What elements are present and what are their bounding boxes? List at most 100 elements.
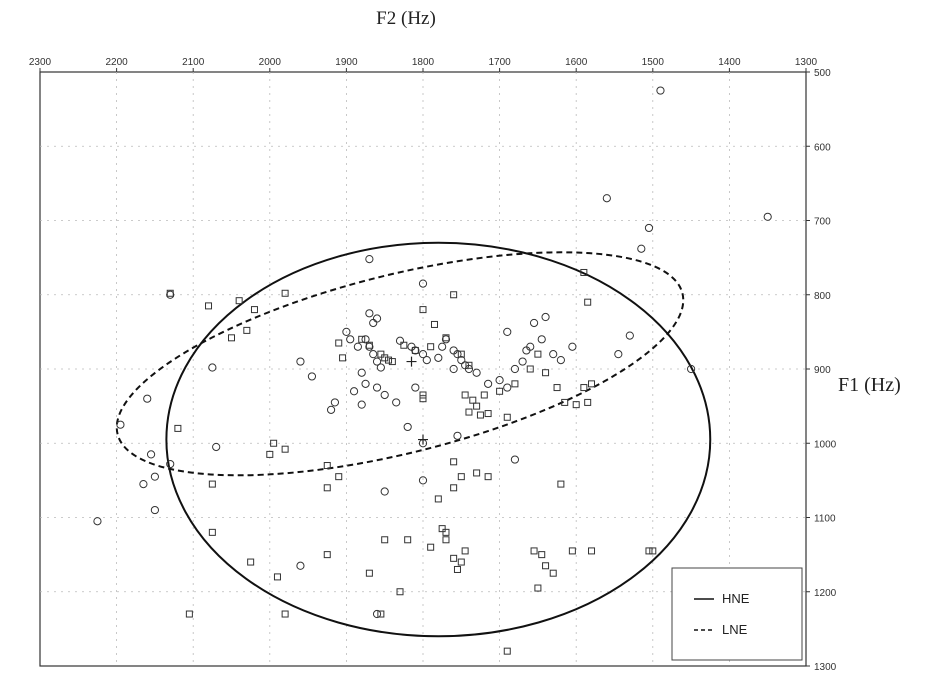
point-hne [323,484,331,492]
point-lne [418,279,428,288]
point-hne [469,396,477,404]
ellipse-lne [115,251,685,477]
point-lne [418,476,428,485]
point-hne [419,306,427,314]
point-hne [228,334,235,342]
point-lne [93,517,102,526]
point-lne [453,431,462,440]
point-hne [588,547,596,555]
point-lne [656,86,665,95]
point-hne [174,424,182,432]
point-hne [476,411,484,419]
point-lne [296,561,305,570]
x-tick-label: 1800 [412,57,435,68]
point-hne [496,387,504,395]
centroid-lne [406,356,417,367]
x-tick-label: 2200 [105,57,128,68]
point-lne [349,387,359,396]
point-hne [584,298,592,306]
x-tick-label: 2100 [182,57,205,68]
point-lne [518,357,527,366]
point-hne [530,547,538,555]
point-hne [427,343,435,351]
point-hne [281,289,289,297]
point-hne [450,484,458,492]
point-hne [580,384,588,392]
point-hne [434,495,442,503]
point-lne [342,327,351,336]
point-hne [538,551,546,559]
y-tick-label: 500 [814,68,831,79]
point-lne [307,372,317,381]
point-lne [365,255,374,264]
point-hne [442,528,450,536]
point-hne [526,365,534,373]
point-hne [549,569,557,577]
point-lne [369,350,378,359]
point-hne [381,536,389,544]
point-lne [372,383,382,392]
point-hne [450,458,458,466]
point-lne [441,335,451,344]
point-hne [438,525,446,533]
point-lne [150,472,159,481]
point-hne [323,551,331,559]
legend-label-lne: LNE [722,622,748,637]
point-hne [381,354,389,362]
point-lne [166,290,175,299]
y-tick-label: 1000 [814,439,837,450]
point-lne [346,335,355,344]
point-lne [361,335,370,344]
ellipse-hne [165,241,712,638]
point-lne [212,442,221,452]
point-hne [250,306,258,314]
point-hne [243,326,251,334]
point-hne [645,547,653,555]
point-hne [584,398,592,406]
point-hne [588,380,596,388]
point-lne [166,459,175,469]
point-hne [649,547,657,555]
x-tick-label: 1700 [488,57,511,68]
point-lne [602,194,611,203]
point-hne [377,610,385,618]
point-hne [503,413,511,421]
point-hne [461,391,469,399]
point-hne [542,369,550,377]
point-lne [369,318,378,328]
point-hne [553,384,561,392]
y-tick-label: 1200 [814,588,837,599]
chart-title: F2 (Hz) [376,8,436,29]
point-hne [339,354,347,362]
point-lne [361,379,370,388]
point-hne [484,410,492,418]
point-lne [556,355,565,365]
point-hne [453,565,461,573]
point-lne [495,376,504,385]
point-lne [457,355,466,365]
point-hne [557,480,565,488]
y-tick-label: 700 [814,217,831,228]
point-lne [139,479,148,489]
point-lne [503,327,512,336]
point-hne [273,573,281,581]
point-hne [388,358,396,366]
point-hne [568,547,576,555]
point-hne [561,398,569,406]
point-hne [542,562,550,570]
point-lne [392,398,401,407]
point-lne [510,455,520,464]
point-lne [687,364,696,374]
point-hne [270,439,278,447]
point-hne [465,361,473,369]
point-hne [457,558,465,566]
point-hne [534,584,542,592]
y-tick-label: 1300 [814,662,837,673]
point-lne [380,390,389,400]
point-hne [473,469,481,477]
point-lne [208,363,217,372]
point-lne [644,223,654,233]
point-hne [323,462,331,470]
point-hne [534,350,542,358]
